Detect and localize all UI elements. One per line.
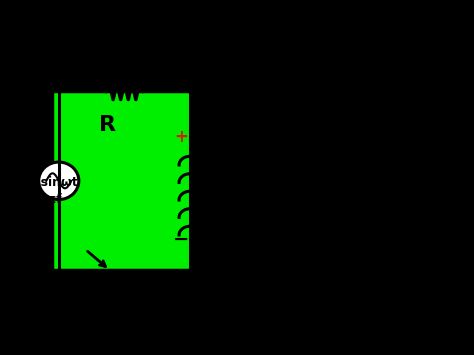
Text: R: R bbox=[295, 196, 306, 209]
Text: i̇' +: i̇' + bbox=[259, 202, 287, 217]
Text: E(t): E(t) bbox=[17, 160, 43, 173]
Text: = 0: = 0 bbox=[363, 156, 391, 171]
Text: di̇: di̇ bbox=[342, 151, 355, 164]
Text: R: R bbox=[99, 115, 116, 135]
Text: @ t=0: @ t=0 bbox=[96, 285, 147, 300]
Text: =E₀sinωt: =E₀sinωt bbox=[17, 176, 78, 190]
Text: i̇: i̇ bbox=[60, 59, 66, 77]
Text: −: − bbox=[173, 230, 189, 248]
Text: i̇= E₀sinωt: i̇= E₀sinωt bbox=[314, 202, 400, 217]
Text: ΣE = 0: ΣE = 0 bbox=[259, 122, 314, 137]
Text: L: L bbox=[296, 211, 305, 224]
Text: i̇ = 0: i̇ = 0 bbox=[355, 90, 385, 103]
Text: ?: ? bbox=[318, 78, 331, 98]
Text: E − i̇R − L: E − i̇R − L bbox=[259, 156, 343, 171]
Bar bbox=[52, 91, 192, 271]
Text: i̇(t) =: i̇(t) = bbox=[259, 80, 318, 97]
Circle shape bbox=[39, 162, 79, 200]
Text: at:  t = 0: at: t = 0 bbox=[355, 73, 414, 87]
Text: 1st Order Linear: Applications - The RL Circuit: 1st Order Linear: Applications - The RL … bbox=[64, 22, 410, 35]
Text: ω=2πf: ω=2πf bbox=[17, 193, 62, 206]
Text: L: L bbox=[213, 171, 227, 191]
Text: dt: dt bbox=[341, 165, 356, 178]
Text: +: + bbox=[174, 128, 188, 146]
Text: (Variable Voltage): (Variable Voltage) bbox=[169, 40, 305, 53]
